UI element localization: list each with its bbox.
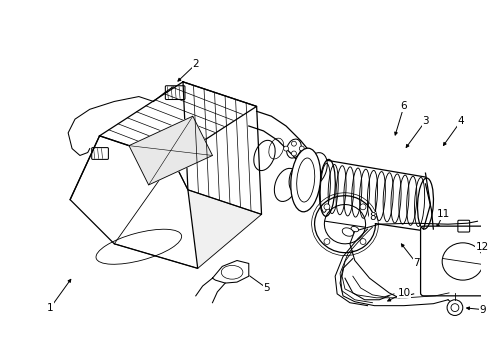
Polygon shape bbox=[70, 136, 197, 268]
Text: 12: 12 bbox=[475, 242, 488, 252]
Circle shape bbox=[299, 146, 304, 151]
Polygon shape bbox=[212, 261, 248, 283]
Circle shape bbox=[324, 204, 329, 210]
Text: 11: 11 bbox=[436, 210, 449, 219]
Polygon shape bbox=[114, 160, 261, 268]
Polygon shape bbox=[100, 82, 256, 160]
Text: 8: 8 bbox=[368, 212, 375, 222]
Text: 5: 5 bbox=[263, 283, 269, 293]
Circle shape bbox=[324, 239, 329, 244]
Polygon shape bbox=[183, 82, 261, 214]
Text: 10: 10 bbox=[397, 288, 409, 298]
Circle shape bbox=[291, 141, 296, 146]
Text: 7: 7 bbox=[412, 258, 419, 269]
Ellipse shape bbox=[314, 196, 375, 253]
Circle shape bbox=[446, 300, 462, 315]
Text: 4: 4 bbox=[457, 116, 463, 126]
Ellipse shape bbox=[350, 226, 358, 232]
Text: 3: 3 bbox=[421, 116, 428, 126]
Circle shape bbox=[359, 204, 365, 210]
FancyBboxPatch shape bbox=[420, 226, 488, 296]
Text: 2: 2 bbox=[192, 59, 199, 69]
Ellipse shape bbox=[342, 228, 353, 236]
Ellipse shape bbox=[290, 148, 320, 212]
Text: 6: 6 bbox=[400, 102, 407, 111]
Polygon shape bbox=[129, 116, 212, 185]
Circle shape bbox=[283, 146, 288, 151]
Text: 1: 1 bbox=[47, 303, 54, 312]
Circle shape bbox=[291, 151, 296, 156]
Text: 9: 9 bbox=[478, 305, 485, 315]
Circle shape bbox=[359, 239, 365, 244]
